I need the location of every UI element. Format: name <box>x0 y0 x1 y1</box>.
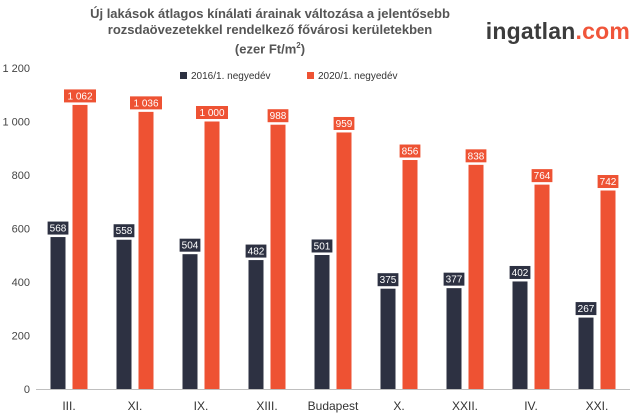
data-label: 856 <box>402 147 419 158</box>
legend-swatch <box>180 72 187 79</box>
x-tick-label: III. <box>62 399 75 413</box>
data-label: 501 <box>314 241 331 252</box>
title-line-2: rozsdaövezetekkel rendelkező fővárosi ke… <box>107 22 433 37</box>
bar-2016 <box>380 288 396 389</box>
x-tick-label: XXI. <box>586 399 609 413</box>
bar-2016 <box>512 281 528 389</box>
data-label-box <box>574 301 598 317</box>
x-tick-label: Budapest <box>308 399 359 413</box>
bar-2020 <box>204 121 220 389</box>
data-label: 377 <box>446 275 463 286</box>
y-tick-label: 1 000 <box>2 117 30 129</box>
y-tick-label: 1 200 <box>2 63 30 75</box>
bar-2020 <box>402 160 418 389</box>
data-label: 742 <box>600 177 617 188</box>
bar-2016 <box>50 237 66 389</box>
y-tick-label: 400 <box>12 277 30 289</box>
data-label-box <box>310 238 334 254</box>
logo-text-main: ingatlan <box>485 18 576 44</box>
x-tick-label: XI. <box>128 399 143 413</box>
bar-2020 <box>468 164 484 389</box>
data-label-box <box>398 143 422 159</box>
bar-2016 <box>182 254 198 389</box>
bar-2020 <box>270 124 286 390</box>
bar-2016 <box>314 254 330 389</box>
title-unit: (ezer Ft/m <box>234 41 297 57</box>
data-label: 267 <box>578 304 595 315</box>
data-label: 402 <box>512 268 529 279</box>
data-label-box <box>596 174 620 190</box>
data-label: 988 <box>270 111 287 122</box>
data-label: 482 <box>248 247 265 258</box>
legend-label: 2020/1. negyedév <box>318 71 398 82</box>
data-label: 838 <box>468 151 485 162</box>
bar-2020 <box>336 132 352 389</box>
legend-label: 2016/1. negyedév <box>191 71 271 82</box>
data-label: 1 000 <box>199 108 224 119</box>
data-label-box <box>129 95 163 111</box>
data-label-box <box>530 168 554 184</box>
data-label-box <box>442 271 466 287</box>
title-line-3: (ezer Ft/m2) <box>40 38 500 57</box>
title-unit-superscript: 2 <box>296 41 301 50</box>
title-line-1: Új lakások átlagos kínálati árainak vált… <box>90 6 450 21</box>
data-label-box <box>244 243 268 259</box>
data-label-box <box>376 272 400 288</box>
data-label: 375 <box>380 275 397 286</box>
data-label: 1 062 <box>67 91 92 102</box>
bar-2020 <box>600 190 616 389</box>
chart-title: Új lakások átlagos kínálati árainak vált… <box>40 6 500 57</box>
y-tick-label: 600 <box>12 224 30 236</box>
bar-2020 <box>72 104 88 389</box>
data-label-box <box>46 220 70 236</box>
data-label: 558 <box>116 226 133 237</box>
bar-2016 <box>446 288 462 389</box>
title-unit-close: ) <box>300 41 306 57</box>
data-label: 504 <box>182 241 199 252</box>
bar-2020 <box>534 184 550 389</box>
bar-2016 <box>248 260 264 389</box>
x-tick-label: XIII. <box>256 399 277 413</box>
data-label-box <box>332 115 356 131</box>
legend-swatch <box>307 72 314 79</box>
data-label: 764 <box>534 171 551 182</box>
data-label-box <box>266 108 290 124</box>
x-tick-label: XXII. <box>452 399 478 413</box>
x-tick-label: IX. <box>194 399 209 413</box>
data-label: 568 <box>50 224 67 235</box>
logo-text-domain: .com <box>575 18 630 44</box>
y-tick-label: 200 <box>12 331 30 343</box>
data-label-box <box>195 105 229 120</box>
y-tick-label: 0 <box>24 384 30 396</box>
data-label-box <box>464 148 488 164</box>
brand-logo: ingatlan.com <box>486 18 630 45</box>
bar-2016 <box>116 239 132 389</box>
data-label: 959 <box>336 119 353 130</box>
data-label-box <box>63 88 97 104</box>
bar-2020 <box>138 111 154 390</box>
data-label-box <box>112 223 136 239</box>
x-tick-label: IV. <box>524 399 538 413</box>
x-tick-label: X. <box>393 399 404 413</box>
y-tick-label: 800 <box>12 170 30 182</box>
data-label-box <box>178 237 202 253</box>
data-label: 1 036 <box>133 98 158 109</box>
data-label-box <box>508 264 532 280</box>
bar-2016 <box>578 317 594 389</box>
